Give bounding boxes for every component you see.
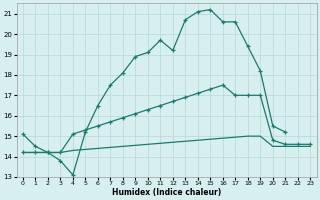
X-axis label: Humidex (Indice chaleur): Humidex (Indice chaleur) (112, 188, 221, 197)
